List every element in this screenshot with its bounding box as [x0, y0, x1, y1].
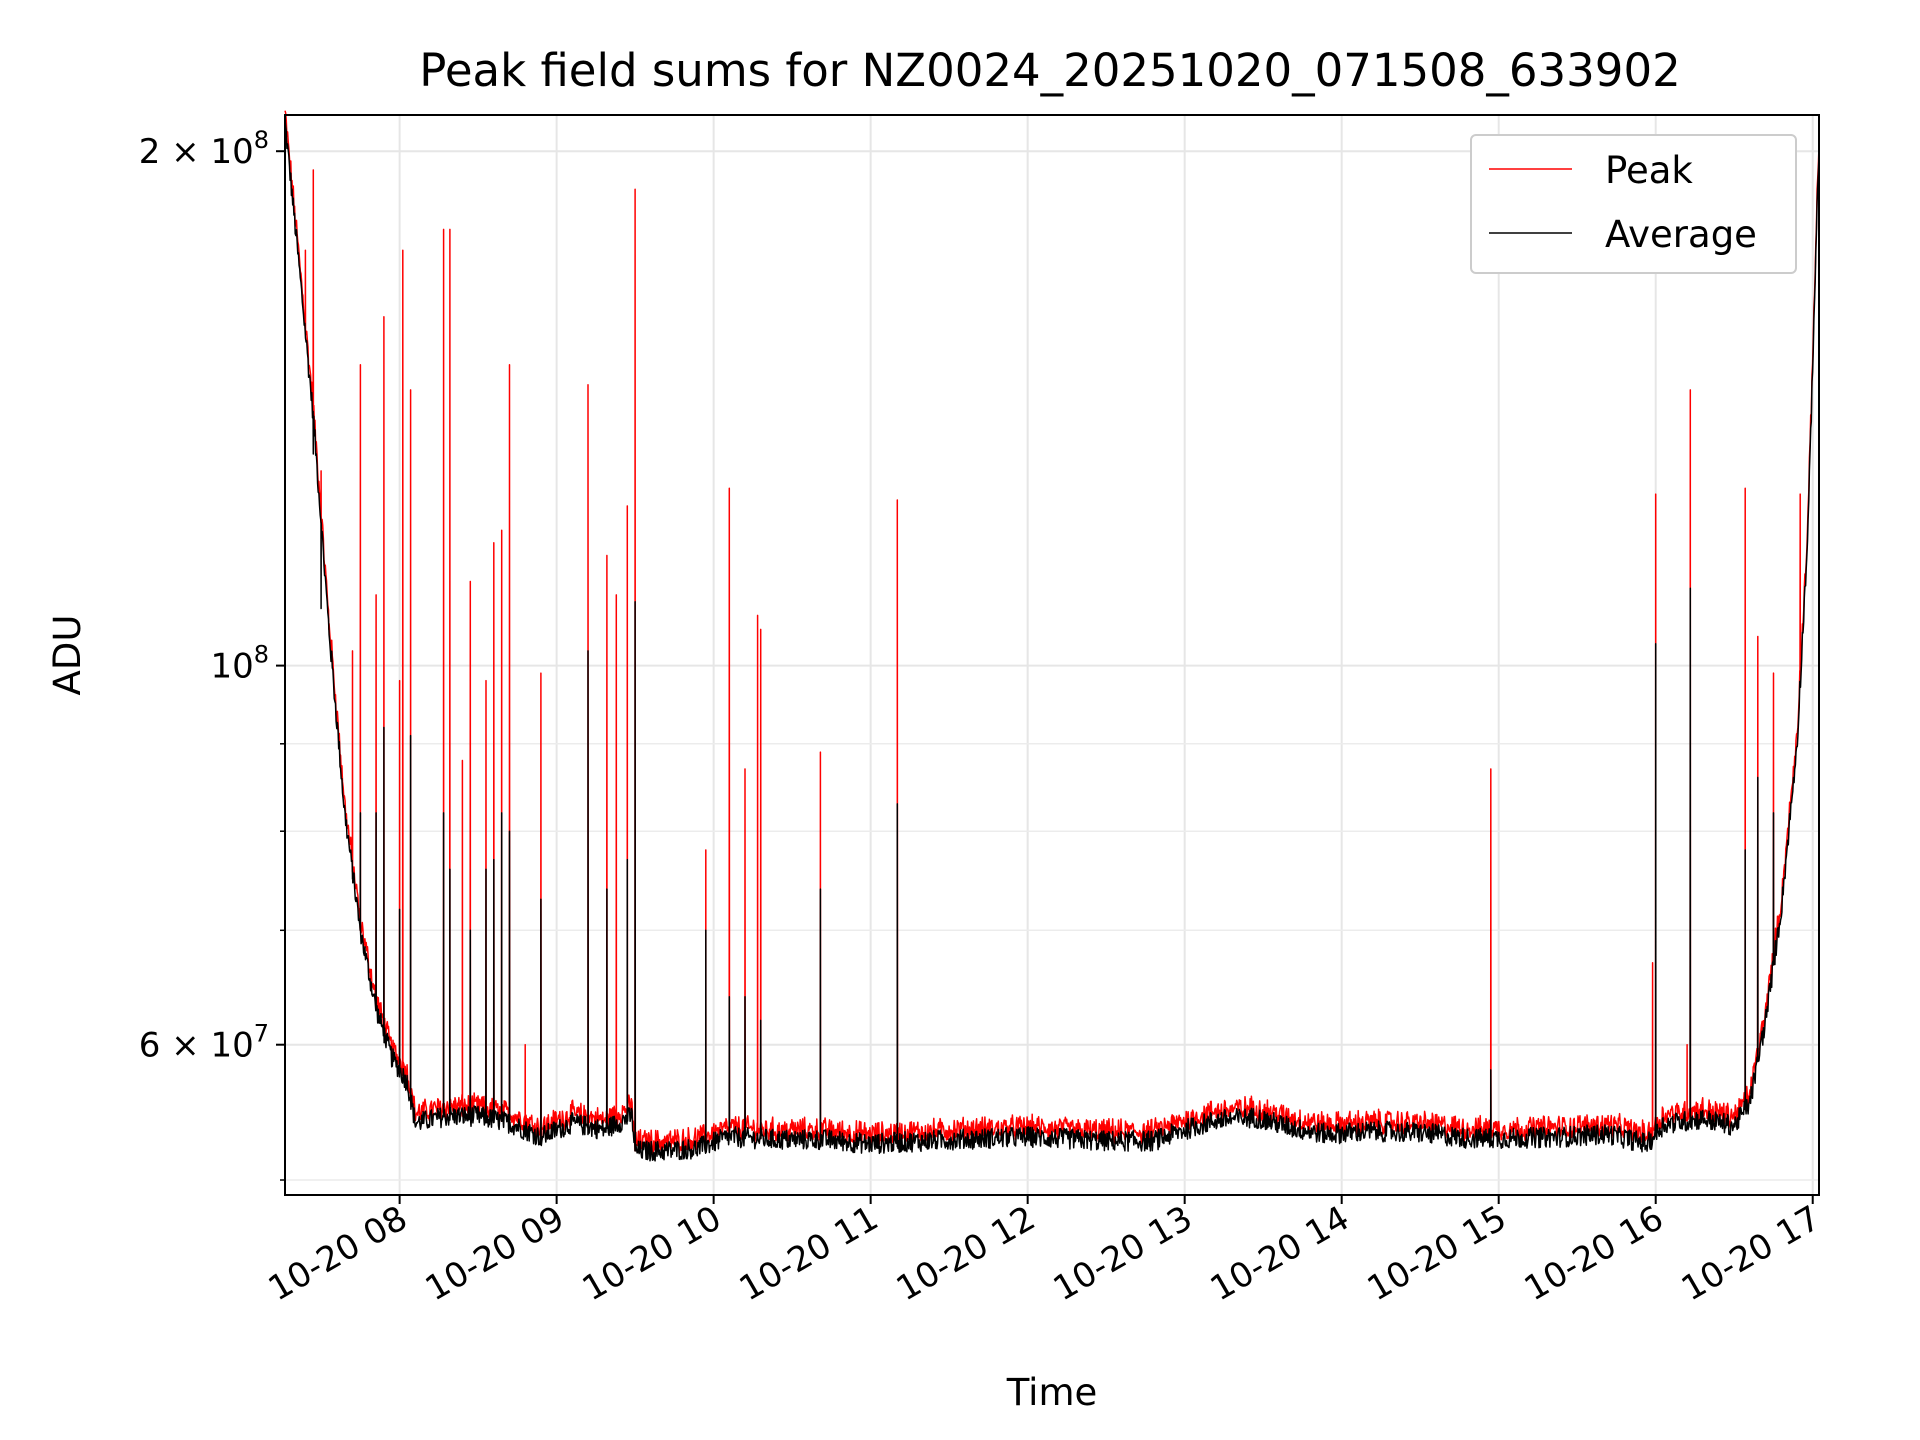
legend-label-average: Average — [1605, 213, 1757, 256]
y-axis-label: ADU — [46, 615, 89, 696]
x-axis-label: Time — [1006, 1371, 1098, 1414]
y-axis: 6 × 107 108 2 × 108 — [139, 126, 285, 1181]
legend: Peak Average — [1470, 134, 1797, 274]
plot-frame — [284, 114, 1820, 1196]
y-tick-label: 6 × 107 — [139, 1020, 269, 1066]
grid — [285, 115, 1819, 1195]
y-tick-label: 2 × 108 — [139, 126, 269, 172]
legend-label-peak: Peak — [1605, 149, 1693, 192]
chart-title: Peak field sums for NZ0024_20251020_0715… — [419, 44, 1680, 97]
series-layer — [284, 110, 1820, 1162]
series-line-average — [284, 118, 1820, 1162]
y-tick-label: 108 — [210, 641, 269, 687]
